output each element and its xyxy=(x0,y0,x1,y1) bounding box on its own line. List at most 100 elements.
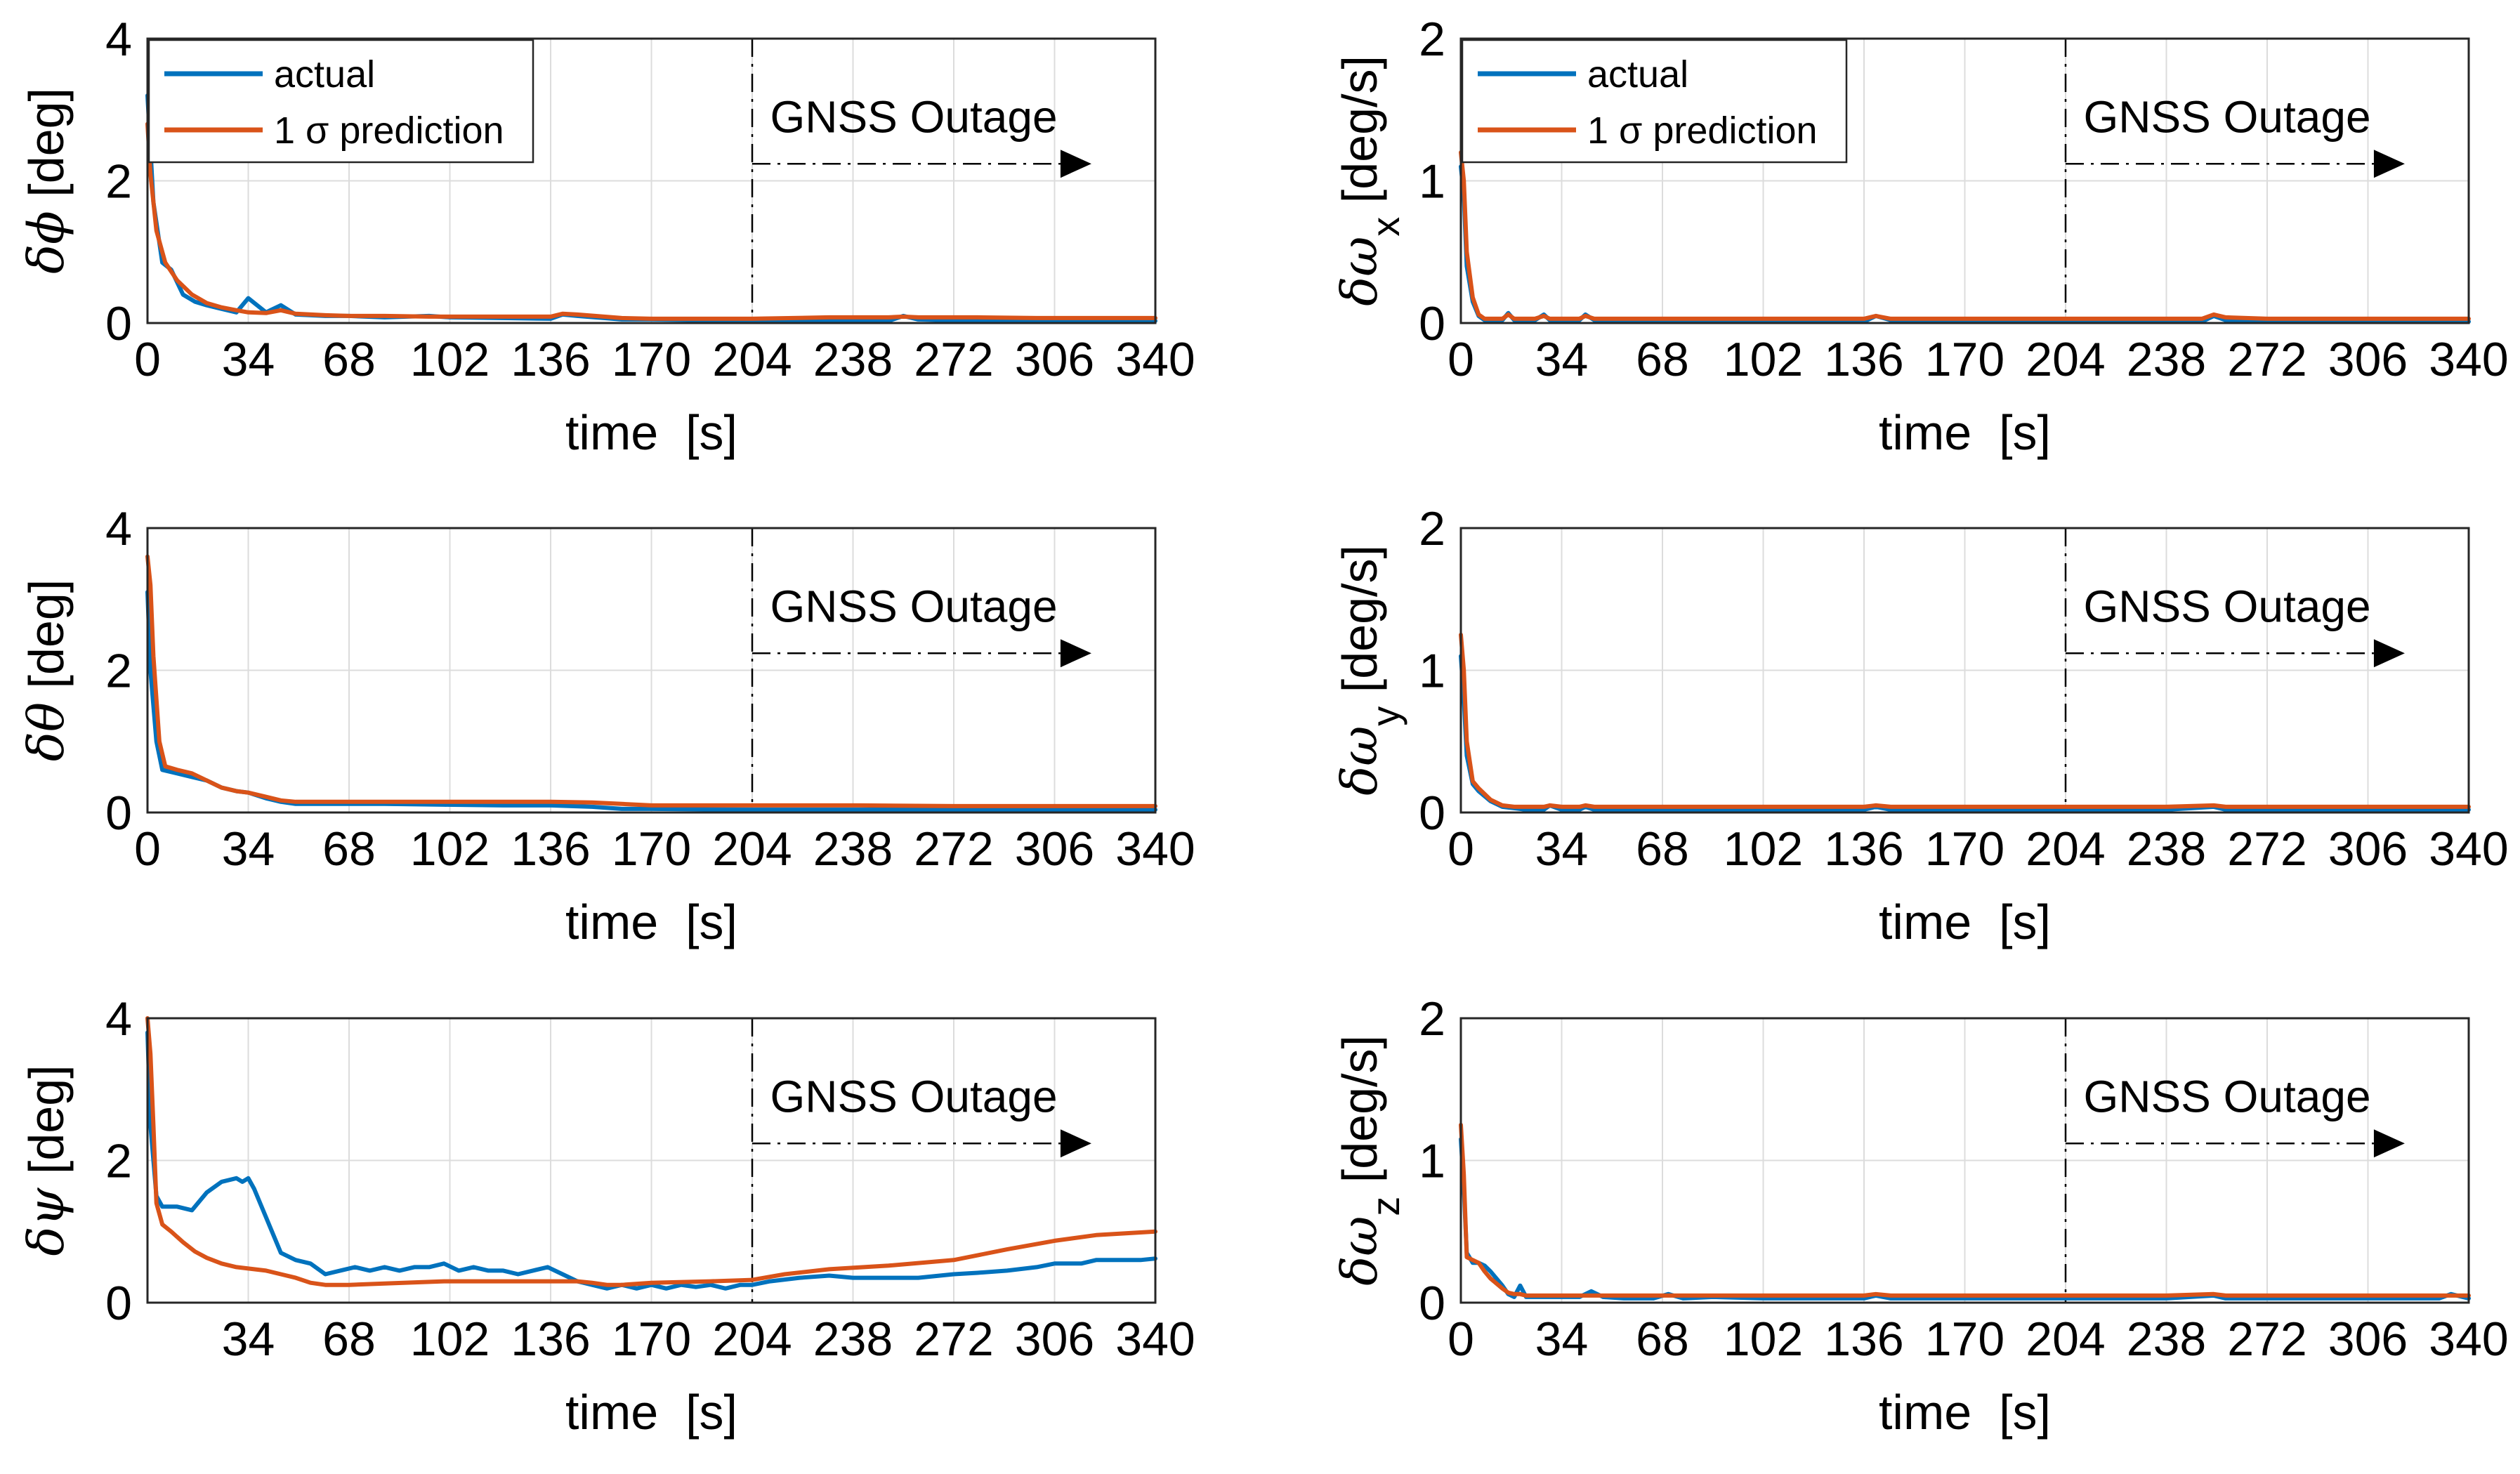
outage-label: GNSS Outage xyxy=(2083,92,2370,143)
y-axis-unit: [deg/s] xyxy=(1332,55,1387,217)
x-tick-label: 34 xyxy=(1535,333,1589,386)
y-axis-unit: [deg] xyxy=(19,579,74,702)
x-tick-label: 34 xyxy=(1535,822,1589,876)
x-tick-label: 136 xyxy=(511,822,590,876)
x-tick-label: 340 xyxy=(1115,333,1195,386)
x-tick-label: 0 xyxy=(1448,1312,1474,1366)
y-axis-label: δθ [deg] xyxy=(18,579,75,761)
y-axis-symbol: δω xyxy=(1331,237,1389,306)
x-tick-label: 170 xyxy=(1925,1312,2004,1366)
x-tick-label: 136 xyxy=(1824,822,1903,876)
y-tick-label: 2 xyxy=(105,1135,132,1188)
y-tick-label: 4 xyxy=(105,992,132,1046)
y-tick-label: 0 xyxy=(105,787,132,840)
outage-arrow-head xyxy=(2373,1129,2405,1158)
x-tick-label: 238 xyxy=(813,333,893,386)
x-tick-label: 238 xyxy=(813,822,893,876)
x-tick-label: 306 xyxy=(1015,333,1094,386)
x-tick-label: 136 xyxy=(511,333,590,386)
legend-label-prediction: 1 σ prediction xyxy=(1587,110,1818,152)
y-axis-label: δωy [deg/s] xyxy=(1331,545,1407,796)
x-axis-label: time [s] xyxy=(1879,1385,2051,1440)
x-axis-label: time [s] xyxy=(565,1385,737,1440)
legend-box xyxy=(147,39,534,164)
x-tick-label: 272 xyxy=(914,822,993,876)
x-tick-label: 204 xyxy=(712,822,792,876)
y-axis-label: δωz [deg/s] xyxy=(1331,1035,1407,1286)
x-tick-label: 204 xyxy=(2026,1312,2105,1366)
x-tick-label: 34 xyxy=(1535,1312,1589,1366)
outage-arrow-head xyxy=(2373,639,2405,668)
x-tick-label: 68 xyxy=(322,333,376,386)
y-axis-unit: [deg/s] xyxy=(1332,1035,1387,1197)
series-prediction-line xyxy=(1459,150,2471,321)
legend-label-prediction: 1 σ prediction xyxy=(274,110,504,152)
x-tick-label: 0 xyxy=(134,333,161,386)
y-axis-symbol: δψ xyxy=(18,1187,75,1256)
y-axis-symbol: δω xyxy=(1331,726,1389,796)
x-tick-label: 340 xyxy=(2429,822,2508,876)
y-tick-label: 2 xyxy=(105,155,132,209)
x-tick-label: 170 xyxy=(612,1312,691,1366)
y-axis-subscript: y xyxy=(1363,706,1407,726)
series-prediction-line xyxy=(145,554,1157,808)
outage-arrow-head xyxy=(2373,150,2405,178)
x-tick-label: 68 xyxy=(1636,1312,1689,1366)
x-tick-label: 272 xyxy=(2227,333,2306,386)
y-tick-label: 0 xyxy=(1419,297,1445,350)
y-tick-label: 2 xyxy=(1419,502,1445,555)
axes-box xyxy=(1459,37,2470,324)
x-tick-label: 340 xyxy=(1115,822,1195,876)
series-prediction-line xyxy=(145,121,1157,321)
x-tick-label: 102 xyxy=(410,1312,490,1366)
legend: actual 1 σ prediction xyxy=(1461,39,1848,164)
axes-box xyxy=(146,527,1157,814)
x-tick-label: 136 xyxy=(1824,1312,1903,1366)
y-tick-label: 1 xyxy=(1419,645,1445,698)
axes-box xyxy=(1459,527,2470,814)
y-axis-symbol: δϕ xyxy=(18,211,75,274)
x-tick-label: 102 xyxy=(410,333,490,386)
y-axis-label: δωx [deg/s] xyxy=(1331,55,1407,306)
legend-box xyxy=(1461,39,1848,164)
y-tick-label: 1 xyxy=(1419,1135,1445,1188)
y-axis-unit: [deg/s] xyxy=(1332,545,1387,706)
y-axis-symbol: δω xyxy=(1331,1216,1389,1286)
x-tick-label: 204 xyxy=(712,1312,792,1366)
x-tick-label: 102 xyxy=(410,822,490,876)
series-prediction-line xyxy=(1459,632,2471,809)
x-tick-label: 0 xyxy=(1448,822,1474,876)
x-tick-label: 272 xyxy=(2227,1312,2306,1366)
y-tick-label: 0 xyxy=(105,1277,132,1330)
y-axis-symbol: δθ xyxy=(18,702,75,761)
x-tick-label: 306 xyxy=(1015,822,1094,876)
x-tick-label: 68 xyxy=(1636,822,1689,876)
outage-label: GNSS Outage xyxy=(2083,1072,2370,1122)
y-tick-label: 0 xyxy=(105,297,132,350)
outage-arrow-head xyxy=(1060,639,1091,668)
x-tick-label: 34 xyxy=(222,1312,275,1366)
y-tick-label: 0 xyxy=(1419,787,1445,840)
legend-label-actual: actual xyxy=(274,53,375,96)
x-tick-label: 340 xyxy=(2429,1312,2508,1366)
x-tick-label: 102 xyxy=(1724,333,1803,386)
x-axis-label: time [s] xyxy=(565,895,737,949)
x-tick-label: 204 xyxy=(712,333,792,386)
x-axis-label: time [s] xyxy=(1879,895,2051,949)
x-tick-label: 170 xyxy=(1925,822,2004,876)
x-tick-label: 170 xyxy=(1925,333,2004,386)
x-tick-label: 272 xyxy=(914,1312,993,1366)
x-tick-label: 204 xyxy=(2026,333,2105,386)
x-tick-label: 136 xyxy=(1824,333,1903,386)
legend-label-actual: actual xyxy=(1587,53,1688,96)
y-tick-label: 2 xyxy=(1419,992,1445,1046)
x-tick-label: 340 xyxy=(2429,333,2508,386)
series-prediction-line xyxy=(1459,1122,2471,1298)
outage-label: GNSS Outage xyxy=(770,581,1057,632)
x-tick-label: 170 xyxy=(612,822,691,876)
x-tick-label: 34 xyxy=(222,333,275,386)
outage-arrow-head xyxy=(1060,1129,1091,1158)
